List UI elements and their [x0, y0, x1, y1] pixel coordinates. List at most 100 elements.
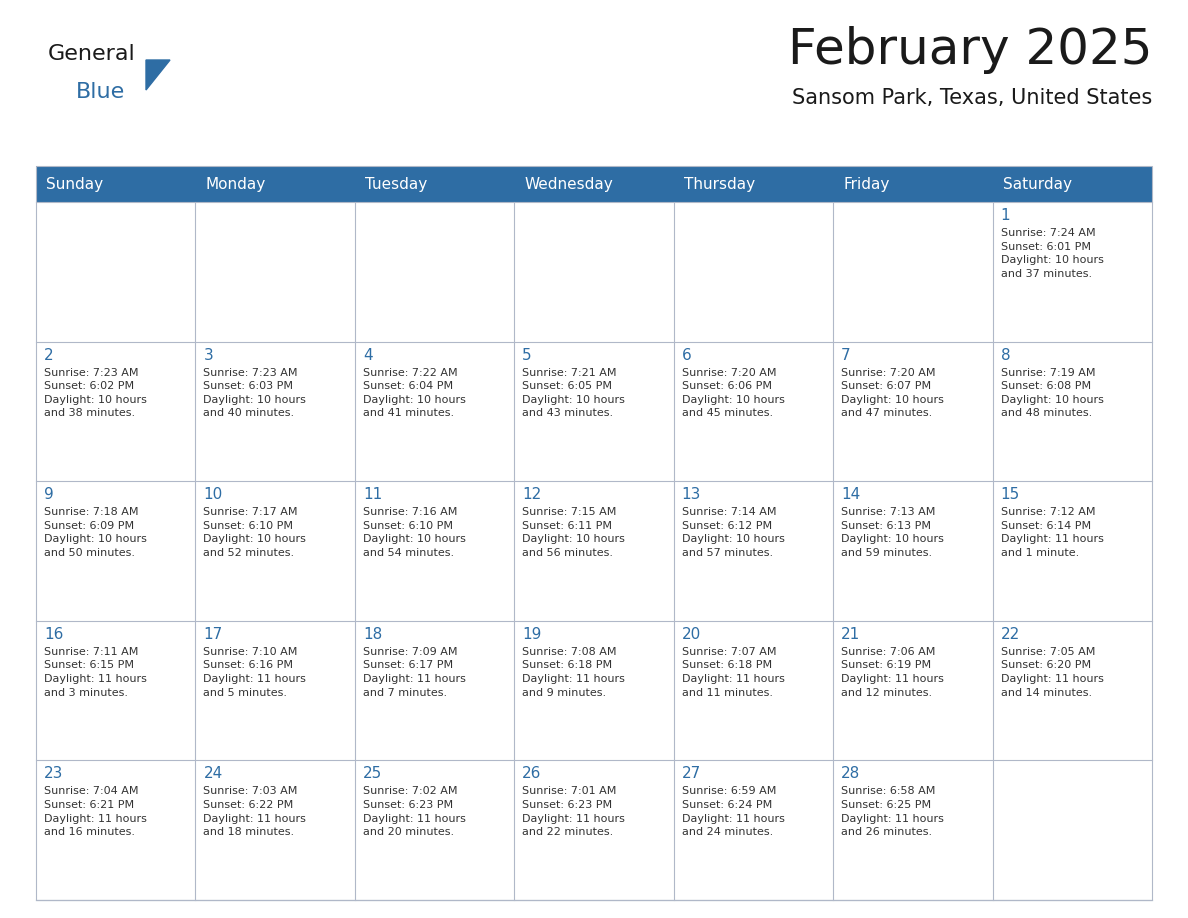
- Text: Sunrise: 6:58 AM
Sunset: 6:25 PM
Daylight: 11 hours
and 26 minutes.: Sunrise: 6:58 AM Sunset: 6:25 PM Dayligh…: [841, 787, 944, 837]
- Bar: [833, 621, 992, 760]
- Bar: [355, 760, 514, 900]
- Text: 6: 6: [682, 348, 691, 363]
- Text: Sunrise: 7:01 AM
Sunset: 6:23 PM
Daylight: 11 hours
and 22 minutes.: Sunrise: 7:01 AM Sunset: 6:23 PM Dayligh…: [523, 787, 625, 837]
- Text: 7: 7: [841, 348, 851, 363]
- Text: 11: 11: [362, 487, 383, 502]
- Bar: [992, 202, 1152, 341]
- Text: Sansom Park, Texas, United States: Sansom Park, Texas, United States: [791, 88, 1152, 108]
- Text: Sunrise: 7:18 AM
Sunset: 6:09 PM
Daylight: 10 hours
and 50 minutes.: Sunrise: 7:18 AM Sunset: 6:09 PM Dayligh…: [44, 508, 147, 558]
- Text: 1: 1: [1000, 208, 1010, 223]
- Text: Sunrise: 7:10 AM
Sunset: 6:16 PM
Daylight: 11 hours
and 5 minutes.: Sunrise: 7:10 AM Sunset: 6:16 PM Dayligh…: [203, 647, 307, 698]
- Bar: [36, 166, 1152, 202]
- Bar: [196, 341, 355, 481]
- Bar: [355, 621, 514, 760]
- Text: February 2025: February 2025: [788, 26, 1152, 74]
- Text: Thursday: Thursday: [684, 176, 754, 192]
- Text: 9: 9: [44, 487, 53, 502]
- Text: 24: 24: [203, 767, 222, 781]
- Text: Sunrise: 7:20 AM
Sunset: 6:06 PM
Daylight: 10 hours
and 45 minutes.: Sunrise: 7:20 AM Sunset: 6:06 PM Dayligh…: [682, 367, 784, 419]
- Text: Sunrise: 7:04 AM
Sunset: 6:21 PM
Daylight: 11 hours
and 16 minutes.: Sunrise: 7:04 AM Sunset: 6:21 PM Dayligh…: [44, 787, 147, 837]
- Text: Monday: Monday: [206, 176, 266, 192]
- Bar: [833, 202, 992, 341]
- Text: Sunrise: 7:06 AM
Sunset: 6:19 PM
Daylight: 11 hours
and 12 minutes.: Sunrise: 7:06 AM Sunset: 6:19 PM Dayligh…: [841, 647, 944, 698]
- Text: 23: 23: [44, 767, 63, 781]
- Text: Sunrise: 7:05 AM
Sunset: 6:20 PM
Daylight: 11 hours
and 14 minutes.: Sunrise: 7:05 AM Sunset: 6:20 PM Dayligh…: [1000, 647, 1104, 698]
- Text: Blue: Blue: [76, 82, 125, 102]
- Text: Sunrise: 7:20 AM
Sunset: 6:07 PM
Daylight: 10 hours
and 47 minutes.: Sunrise: 7:20 AM Sunset: 6:07 PM Dayligh…: [841, 367, 944, 419]
- Text: 5: 5: [523, 348, 532, 363]
- Text: 28: 28: [841, 767, 860, 781]
- Text: Sunday: Sunday: [46, 176, 103, 192]
- Bar: [36, 166, 1152, 900]
- Text: Sunrise: 7:15 AM
Sunset: 6:11 PM
Daylight: 10 hours
and 56 minutes.: Sunrise: 7:15 AM Sunset: 6:11 PM Dayligh…: [523, 508, 625, 558]
- Text: 22: 22: [1000, 627, 1019, 642]
- Text: Sunrise: 7:13 AM
Sunset: 6:13 PM
Daylight: 10 hours
and 59 minutes.: Sunrise: 7:13 AM Sunset: 6:13 PM Dayligh…: [841, 508, 944, 558]
- Text: Sunrise: 7:17 AM
Sunset: 6:10 PM
Daylight: 10 hours
and 52 minutes.: Sunrise: 7:17 AM Sunset: 6:10 PM Dayligh…: [203, 508, 307, 558]
- Bar: [36, 341, 196, 481]
- Text: 21: 21: [841, 627, 860, 642]
- Text: Sunrise: 7:22 AM
Sunset: 6:04 PM
Daylight: 10 hours
and 41 minutes.: Sunrise: 7:22 AM Sunset: 6:04 PM Dayligh…: [362, 367, 466, 419]
- Text: Sunrise: 7:21 AM
Sunset: 6:05 PM
Daylight: 10 hours
and 43 minutes.: Sunrise: 7:21 AM Sunset: 6:05 PM Dayligh…: [523, 367, 625, 419]
- Bar: [36, 202, 196, 341]
- Bar: [514, 481, 674, 621]
- Bar: [36, 621, 196, 760]
- Text: 14: 14: [841, 487, 860, 502]
- Text: Sunrise: 7:12 AM
Sunset: 6:14 PM
Daylight: 11 hours
and 1 minute.: Sunrise: 7:12 AM Sunset: 6:14 PM Dayligh…: [1000, 508, 1104, 558]
- Text: 3: 3: [203, 348, 213, 363]
- Bar: [992, 341, 1152, 481]
- Text: 20: 20: [682, 627, 701, 642]
- Bar: [355, 202, 514, 341]
- Bar: [674, 202, 833, 341]
- Text: Sunrise: 6:59 AM
Sunset: 6:24 PM
Daylight: 11 hours
and 24 minutes.: Sunrise: 6:59 AM Sunset: 6:24 PM Dayligh…: [682, 787, 784, 837]
- Bar: [196, 481, 355, 621]
- Bar: [514, 202, 674, 341]
- Text: Friday: Friday: [843, 176, 890, 192]
- Text: Sunrise: 7:11 AM
Sunset: 6:15 PM
Daylight: 11 hours
and 3 minutes.: Sunrise: 7:11 AM Sunset: 6:15 PM Dayligh…: [44, 647, 147, 698]
- Bar: [674, 341, 833, 481]
- Bar: [674, 481, 833, 621]
- Bar: [514, 621, 674, 760]
- Text: Sunrise: 7:07 AM
Sunset: 6:18 PM
Daylight: 11 hours
and 11 minutes.: Sunrise: 7:07 AM Sunset: 6:18 PM Dayligh…: [682, 647, 784, 698]
- Text: Sunrise: 7:19 AM
Sunset: 6:08 PM
Daylight: 10 hours
and 48 minutes.: Sunrise: 7:19 AM Sunset: 6:08 PM Dayligh…: [1000, 367, 1104, 419]
- Text: 10: 10: [203, 487, 222, 502]
- Bar: [514, 760, 674, 900]
- Bar: [674, 760, 833, 900]
- Bar: [833, 341, 992, 481]
- Text: Sunrise: 7:23 AM
Sunset: 6:02 PM
Daylight: 10 hours
and 38 minutes.: Sunrise: 7:23 AM Sunset: 6:02 PM Dayligh…: [44, 367, 147, 419]
- Text: Sunrise: 7:03 AM
Sunset: 6:22 PM
Daylight: 11 hours
and 18 minutes.: Sunrise: 7:03 AM Sunset: 6:22 PM Dayligh…: [203, 787, 307, 837]
- Text: 13: 13: [682, 487, 701, 502]
- Bar: [196, 760, 355, 900]
- Text: 26: 26: [523, 767, 542, 781]
- Text: 27: 27: [682, 767, 701, 781]
- Text: Tuesday: Tuesday: [365, 176, 428, 192]
- Text: Sunrise: 7:16 AM
Sunset: 6:10 PM
Daylight: 10 hours
and 54 minutes.: Sunrise: 7:16 AM Sunset: 6:10 PM Dayligh…: [362, 508, 466, 558]
- Text: Sunrise: 7:24 AM
Sunset: 6:01 PM
Daylight: 10 hours
and 37 minutes.: Sunrise: 7:24 AM Sunset: 6:01 PM Dayligh…: [1000, 228, 1104, 279]
- Text: Sunrise: 7:09 AM
Sunset: 6:17 PM
Daylight: 11 hours
and 7 minutes.: Sunrise: 7:09 AM Sunset: 6:17 PM Dayligh…: [362, 647, 466, 698]
- Bar: [196, 621, 355, 760]
- Bar: [833, 760, 992, 900]
- Bar: [992, 481, 1152, 621]
- Bar: [36, 760, 196, 900]
- Bar: [196, 202, 355, 341]
- Bar: [992, 621, 1152, 760]
- Polygon shape: [146, 60, 170, 90]
- Text: Wednesday: Wednesday: [524, 176, 613, 192]
- Text: 25: 25: [362, 767, 383, 781]
- Bar: [355, 481, 514, 621]
- Text: Sunrise: 7:08 AM
Sunset: 6:18 PM
Daylight: 11 hours
and 9 minutes.: Sunrise: 7:08 AM Sunset: 6:18 PM Dayligh…: [523, 647, 625, 698]
- Bar: [514, 341, 674, 481]
- Text: 19: 19: [523, 627, 542, 642]
- Text: General: General: [48, 44, 135, 64]
- Text: 12: 12: [523, 487, 542, 502]
- Text: Sunrise: 7:23 AM
Sunset: 6:03 PM
Daylight: 10 hours
and 40 minutes.: Sunrise: 7:23 AM Sunset: 6:03 PM Dayligh…: [203, 367, 307, 419]
- Text: 15: 15: [1000, 487, 1019, 502]
- Text: Saturday: Saturday: [1003, 176, 1072, 192]
- Text: Sunrise: 7:14 AM
Sunset: 6:12 PM
Daylight: 10 hours
and 57 minutes.: Sunrise: 7:14 AM Sunset: 6:12 PM Dayligh…: [682, 508, 784, 558]
- Text: 17: 17: [203, 627, 222, 642]
- Text: 8: 8: [1000, 348, 1010, 363]
- Text: 2: 2: [44, 348, 53, 363]
- Bar: [992, 760, 1152, 900]
- Text: 18: 18: [362, 627, 383, 642]
- Text: 16: 16: [44, 627, 63, 642]
- Bar: [355, 341, 514, 481]
